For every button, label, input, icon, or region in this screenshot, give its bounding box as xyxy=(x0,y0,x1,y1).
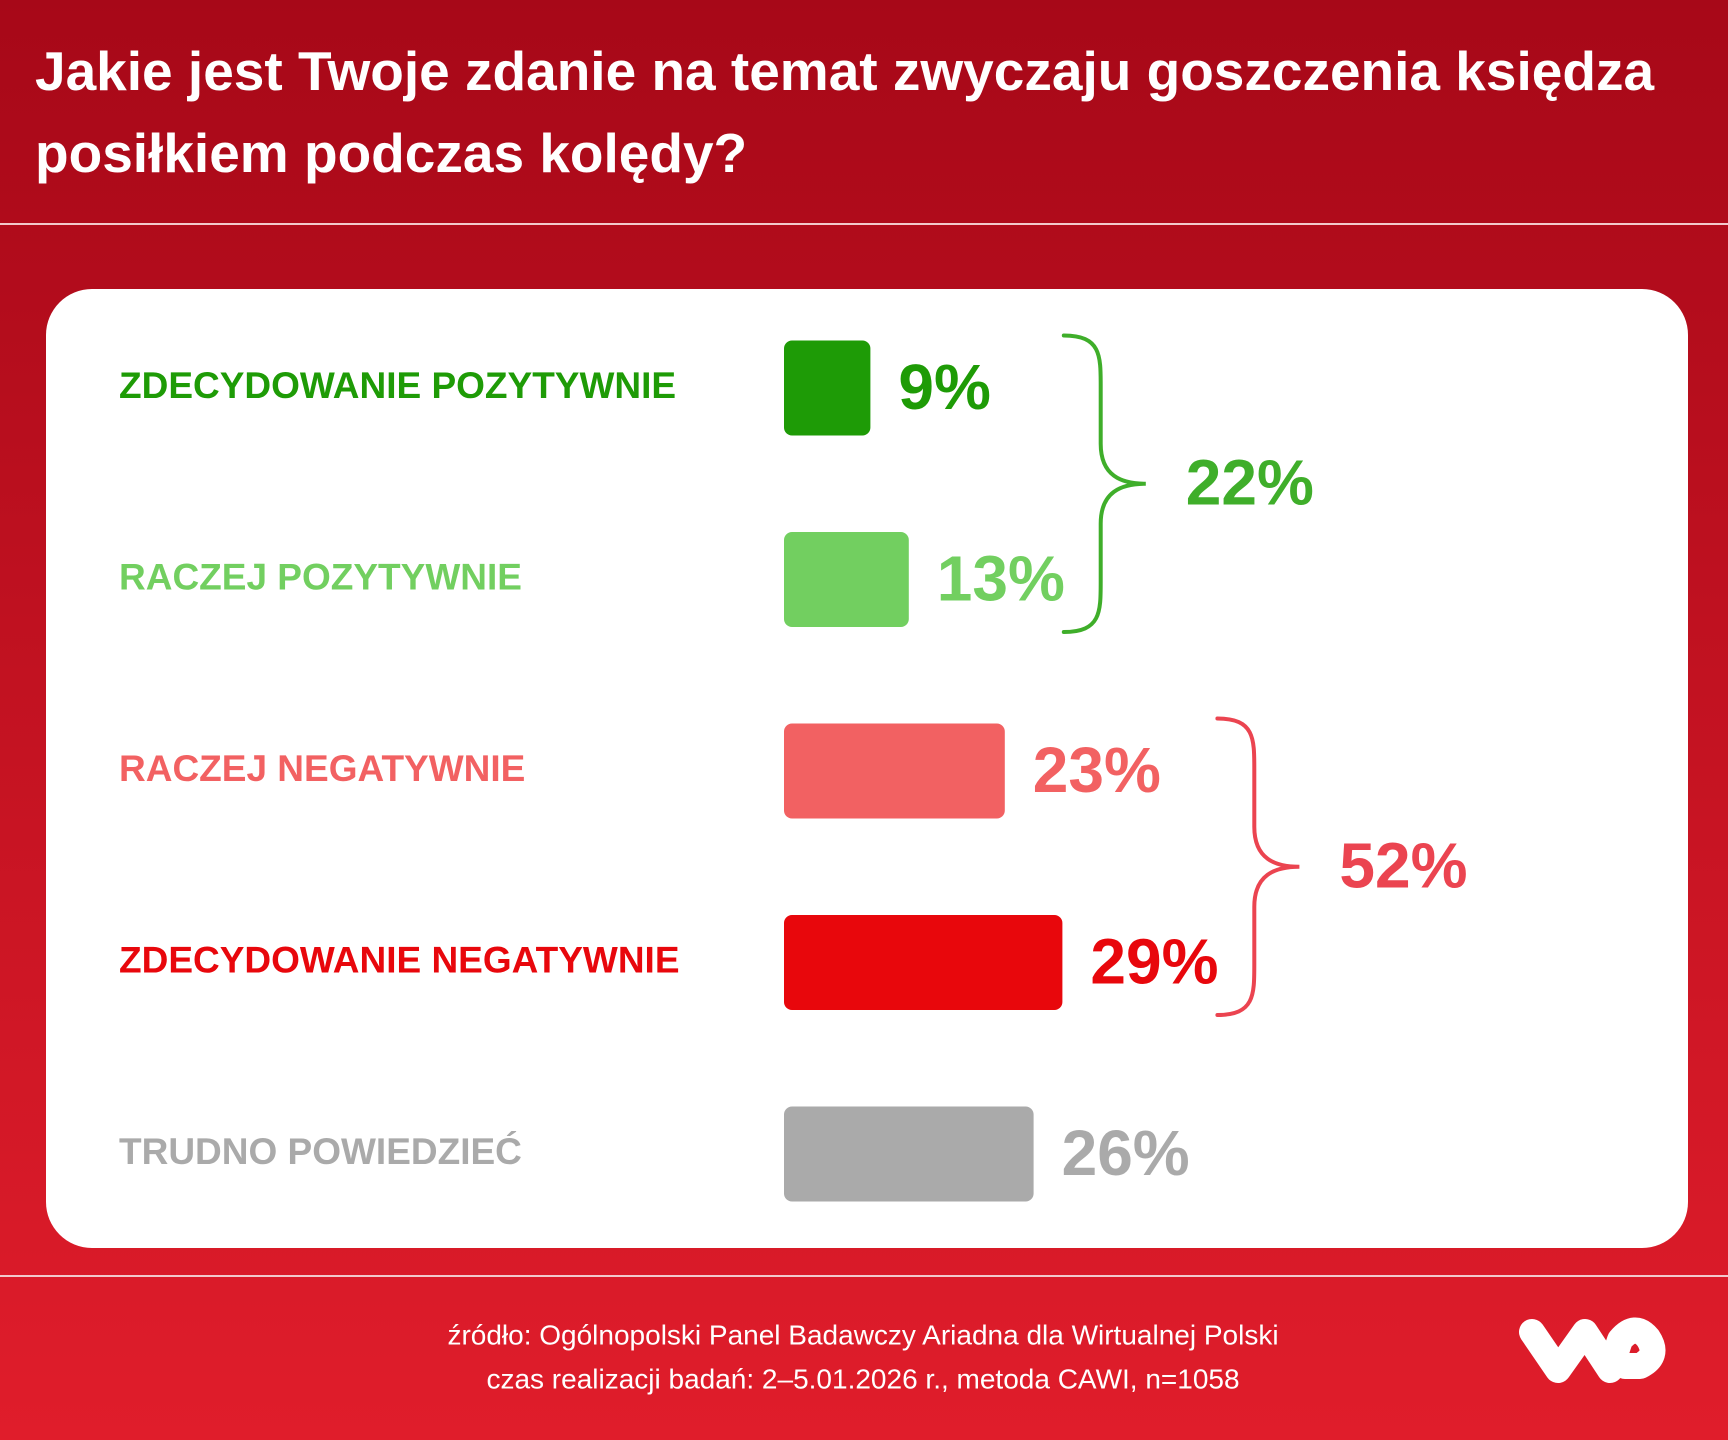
group-total: 52% xyxy=(1339,830,1467,902)
note: czas realizacji badań: 2–5.01.2026 r., m… xyxy=(486,1363,1239,1394)
chart-title: Jakie jest Twoje zdanie na temat zwyczaj… xyxy=(35,40,1655,184)
bar xyxy=(784,723,1005,819)
logo-mark xyxy=(1519,1317,1666,1383)
category-label: ZDECYDOWANIE NEGATYWNIE xyxy=(119,939,680,980)
value-label: 9% xyxy=(898,351,991,423)
group-total: 22% xyxy=(1186,447,1314,519)
bar xyxy=(784,1106,1034,1202)
source: źródło: Ogólnopolski Panel Badawczy Aria… xyxy=(447,1319,1278,1350)
category-label: TRUDNO POWIEDZIEĆ xyxy=(119,1130,522,1172)
category-label: RACZEJ NEGATYWNIE xyxy=(119,748,525,789)
title-box: Jakie jest Twoje zdanie na temat zwyczaj… xyxy=(35,40,1655,184)
category-label: ZDECYDOWANIE POZYTYWNIE xyxy=(119,365,676,406)
value-label: 26% xyxy=(1062,1117,1190,1189)
logo xyxy=(1519,1317,1666,1383)
bar xyxy=(784,340,871,436)
group-bracket xyxy=(1061,333,1146,634)
value-label: 13% xyxy=(937,542,1065,614)
value-label: 29% xyxy=(1090,925,1218,997)
group-bracket xyxy=(1215,716,1300,1017)
bar xyxy=(784,532,909,627)
value-label: 23% xyxy=(1033,734,1161,806)
category-label: RACZEJ POZYTYWNIE xyxy=(119,556,522,597)
bar xyxy=(784,915,1063,1010)
